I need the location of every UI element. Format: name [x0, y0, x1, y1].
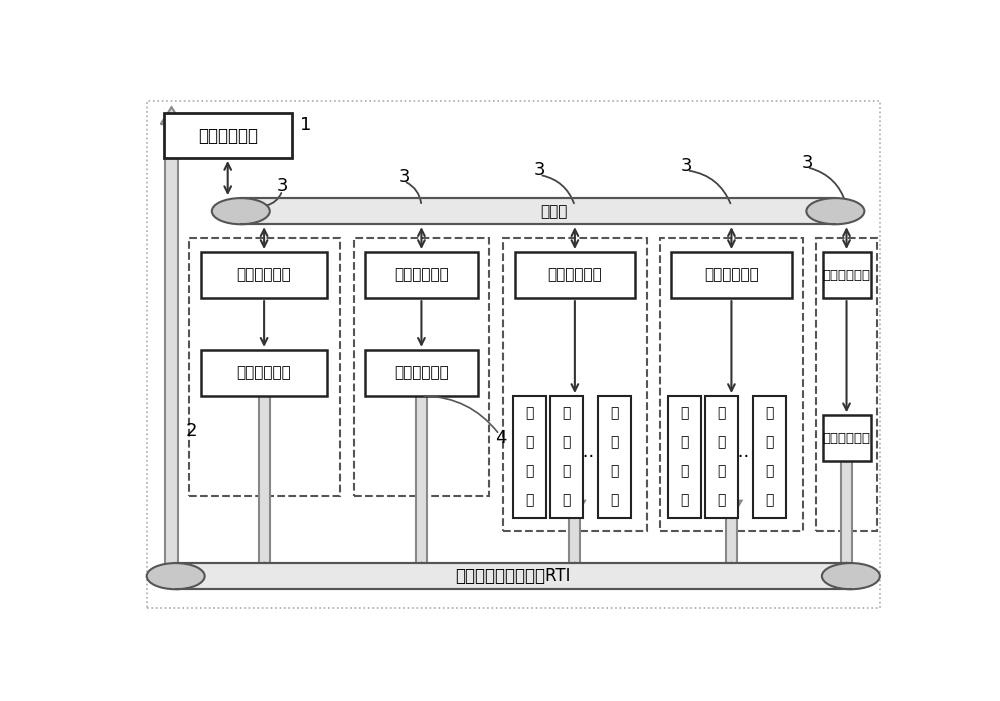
Bar — [705, 396, 738, 517]
Polygon shape — [254, 379, 274, 396]
Ellipse shape — [147, 563, 205, 590]
Text: 2: 2 — [185, 421, 197, 440]
Bar — [416, 379, 427, 580]
Polygon shape — [161, 107, 182, 124]
Text: 3: 3 — [277, 177, 288, 195]
Text: 真: 真 — [562, 435, 571, 449]
Polygon shape — [565, 501, 585, 517]
Bar — [175, 563, 852, 590]
Bar — [550, 396, 583, 517]
Text: 数据处理模块: 数据处理模块 — [394, 365, 449, 381]
Bar — [365, 252, 478, 298]
Ellipse shape — [212, 198, 270, 224]
Text: 型: 型 — [610, 494, 619, 508]
Polygon shape — [836, 563, 857, 580]
Text: 指令处理模块: 指令处理模块 — [823, 268, 871, 282]
Text: 仿: 仿 — [525, 406, 533, 420]
Text: 仿: 仿 — [765, 406, 774, 420]
Text: 真: 真 — [765, 435, 774, 449]
Text: 型: 型 — [680, 494, 688, 508]
Bar — [668, 396, 701, 517]
Bar — [822, 252, 871, 298]
Text: 模: 模 — [562, 464, 571, 478]
Bar — [822, 415, 871, 461]
Text: 型: 型 — [525, 494, 533, 508]
Text: 分布式仿真支持平台RTI: 分布式仿真支持平台RTI — [456, 567, 571, 585]
Text: ···: ··· — [612, 288, 637, 308]
Bar — [503, 238, 647, 531]
Bar — [671, 252, 792, 298]
Bar — [660, 238, 803, 531]
Bar — [354, 238, 489, 496]
Text: 真: 真 — [525, 435, 533, 449]
Text: 指令处理模块: 指令处理模块 — [548, 268, 602, 283]
Bar — [164, 114, 292, 158]
Polygon shape — [836, 444, 857, 461]
Text: 模: 模 — [610, 464, 619, 478]
Text: 指令处理模块: 指令处理模块 — [237, 268, 291, 283]
Text: 仿: 仿 — [562, 406, 571, 420]
Polygon shape — [565, 563, 585, 580]
Bar — [201, 252, 327, 298]
Text: 3: 3 — [801, 154, 813, 172]
Polygon shape — [721, 501, 742, 517]
Polygon shape — [254, 563, 274, 580]
Text: 型: 型 — [562, 494, 571, 508]
Text: 型: 型 — [765, 494, 774, 508]
Text: 模: 模 — [525, 464, 533, 478]
Text: 模: 模 — [717, 464, 726, 478]
Bar — [569, 501, 580, 580]
Bar — [165, 124, 178, 585]
Text: 仿: 仿 — [680, 406, 688, 420]
Text: ···: ··· — [577, 448, 594, 465]
Polygon shape — [411, 379, 432, 396]
Bar — [201, 350, 327, 396]
Text: 3: 3 — [398, 168, 410, 186]
Bar — [176, 563, 851, 590]
Text: 真: 真 — [717, 435, 726, 449]
Text: 在线统计模块: 在线统计模块 — [823, 432, 871, 445]
Text: 3: 3 — [681, 157, 693, 175]
Text: 型: 型 — [717, 494, 726, 508]
Text: 局域网: 局域网 — [540, 204, 567, 219]
Bar — [598, 396, 631, 517]
Bar — [512, 396, 546, 517]
Text: 指令处理模块: 指令处理模块 — [704, 268, 759, 283]
Bar — [240, 198, 836, 224]
Bar — [365, 350, 478, 396]
Ellipse shape — [822, 563, 880, 590]
Text: 模: 模 — [765, 464, 774, 478]
Text: 仿: 仿 — [717, 406, 726, 420]
Bar — [241, 198, 835, 224]
Text: 模: 模 — [680, 464, 688, 478]
Bar — [259, 379, 270, 580]
Text: 3: 3 — [534, 161, 545, 179]
Text: 4: 4 — [495, 429, 507, 447]
Bar — [841, 444, 852, 580]
Bar — [816, 238, 877, 531]
Text: 1: 1 — [300, 116, 311, 134]
Polygon shape — [721, 563, 742, 580]
Polygon shape — [411, 563, 432, 580]
Bar — [189, 238, 340, 496]
Text: 指令处理模块: 指令处理模块 — [394, 268, 449, 283]
Text: 真: 真 — [680, 435, 688, 449]
Text: 实验控制模块: 实验控制模块 — [198, 127, 258, 144]
Text: ···: ··· — [732, 448, 749, 465]
Bar — [726, 501, 737, 580]
Text: 仿: 仿 — [610, 406, 619, 420]
Text: 真: 真 — [610, 435, 619, 449]
Ellipse shape — [806, 198, 864, 224]
Bar — [515, 252, 635, 298]
Bar — [753, 396, 786, 517]
Text: 数据采集模块: 数据采集模块 — [237, 365, 291, 381]
